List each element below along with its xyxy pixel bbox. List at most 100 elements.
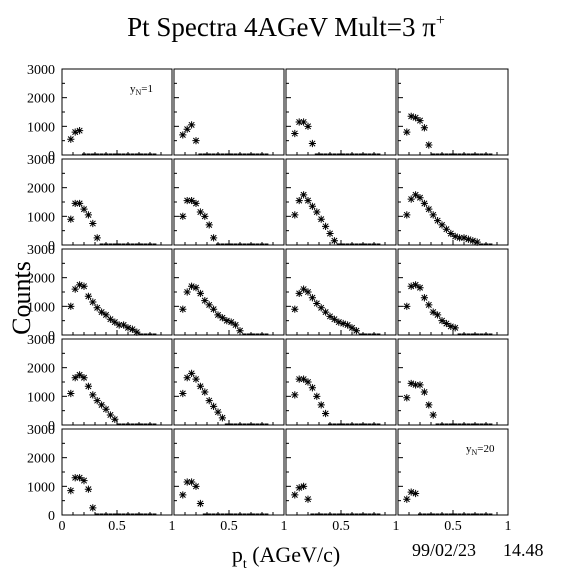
y-tick-label: 2000: [27, 362, 55, 377]
data-point: [295, 484, 303, 492]
panel-12: [397, 248, 509, 336]
data-point: [403, 302, 411, 310]
y-tick-label: 3000: [27, 153, 55, 168]
y-tick-label: 0: [48, 239, 55, 254]
data-point: [205, 301, 213, 309]
panel-frame: [61, 68, 173, 156]
data-point: [67, 389, 75, 398]
data-point: [464, 235, 472, 243]
data-point: [115, 321, 123, 329]
data-point: [442, 225, 450, 233]
y-tick-label: 0: [48, 149, 55, 164]
data-point: [205, 397, 213, 405]
data-point: [201, 297, 209, 305]
panel-9: [61, 248, 173, 336]
panel-15: [285, 338, 397, 426]
data-point: [218, 414, 226, 422]
data-point: [317, 304, 325, 312]
data-point: [295, 375, 303, 383]
data-point: [407, 488, 415, 496]
panel-frame: [397, 338, 509, 426]
data-point: [227, 318, 235, 326]
data-point: [425, 401, 433, 409]
data-point: [322, 222, 330, 230]
panel-3: [285, 68, 397, 156]
data-point: [192, 284, 200, 292]
data-point: [300, 285, 308, 293]
data-point: [93, 397, 101, 405]
data-point: [98, 401, 106, 409]
data-point: [76, 474, 84, 482]
data-point: [434, 311, 442, 319]
x-tick-labels: 0 0.5 1 0.5 1 0.5 1 0.5 1: [59, 519, 512, 534]
data-point: [236, 327, 244, 335]
data-point: [196, 208, 204, 216]
data-point: [326, 229, 334, 238]
data-point: [223, 317, 231, 325]
data-point: [84, 211, 92, 219]
data-point: [67, 135, 75, 143]
data-point: [89, 504, 97, 512]
data-point: [179, 491, 187, 499]
panel-frame: [397, 68, 509, 156]
panel-label: yN=20: [466, 443, 495, 457]
y-tick-label: 0: [48, 419, 55, 434]
data-point: [330, 237, 338, 245]
data-point: [420, 199, 428, 208]
data-point: [192, 482, 200, 490]
data-point: [188, 196, 196, 205]
data-point: [210, 234, 218, 242]
y-tick-label: 3000: [27, 63, 55, 78]
panel-2: [173, 68, 285, 156]
data-point: [326, 312, 334, 320]
data-point: [330, 315, 338, 323]
data-point: [407, 379, 415, 388]
data-point: [183, 478, 191, 486]
data-point: [210, 305, 218, 313]
data-point: [71, 474, 79, 482]
data-point: [128, 325, 136, 333]
data-point: [308, 202, 316, 210]
data-point: [214, 311, 222, 319]
data-point: [304, 196, 312, 205]
data-point: [313, 299, 321, 308]
data-point: [188, 282, 196, 290]
data-point: [179, 389, 187, 398]
data-point: [76, 127, 84, 135]
data-point: [196, 382, 204, 390]
y-tick-label: 3000: [27, 423, 55, 438]
data-point: [300, 482, 308, 490]
y-tick-label: 2000: [27, 92, 55, 107]
panel-14: [173, 338, 285, 426]
data-point: [291, 391, 299, 399]
data-point: [412, 114, 420, 122]
data-point: [188, 478, 196, 486]
panel-16: [397, 338, 509, 426]
data-point: [412, 489, 420, 498]
y-tick-label: 3000: [27, 243, 55, 258]
data-point: [438, 221, 446, 229]
data-point: [313, 208, 321, 216]
x-tick-label: 0: [59, 519, 66, 534]
data-point: [434, 217, 442, 225]
data-point: [67, 302, 75, 310]
data-point: [339, 319, 347, 328]
y-tick-label: 1000: [27, 210, 55, 225]
panel-frame: [397, 428, 509, 516]
panel-frame: [173, 68, 285, 156]
panel-frame: [173, 338, 285, 426]
data-point: [291, 211, 299, 219]
y-tick-label: 2000: [27, 182, 55, 197]
data-point: [71, 285, 79, 293]
data-point: [183, 374, 191, 382]
data-point: [300, 191, 308, 199]
panel-frame: [285, 68, 397, 156]
data-point: [102, 405, 110, 413]
data-point: [89, 219, 97, 228]
data-point: [425, 141, 433, 149]
data-point: [412, 281, 420, 289]
y-axis-label: Counts: [7, 261, 36, 335]
data-point: [317, 215, 325, 223]
panel-1: yN=1: [61, 68, 173, 156]
